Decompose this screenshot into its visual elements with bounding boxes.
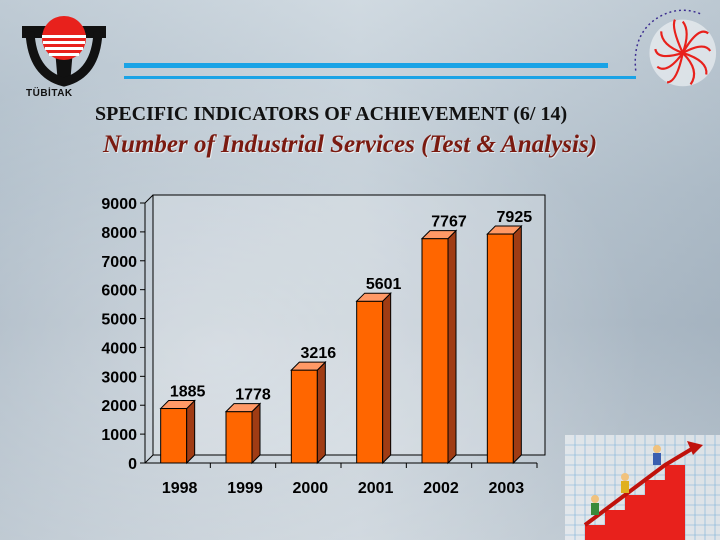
data-label-1999: 1778 (235, 387, 271, 404)
x-tick-label: 1999 (227, 480, 263, 497)
bar-side-1998 (186, 399, 196, 465)
axis-corner-line (144, 194, 154, 204)
bar-side-1999 (251, 402, 261, 465)
bar-side-2003 (512, 224, 522, 465)
bar-2003 (486, 233, 514, 464)
x-tick-label: 2000 (293, 480, 329, 497)
bar-top-2003 (486, 225, 523, 235)
bar-1998 (160, 408, 188, 464)
data-label-1998: 1885 (170, 384, 206, 401)
bar-2001 (356, 300, 384, 464)
bar-2002 (421, 238, 449, 464)
y-tick-label: 5000 (101, 312, 137, 329)
y-tick-label: 2000 (101, 398, 137, 415)
bar-2000 (290, 369, 318, 464)
x-tick-label: 2002 (423, 480, 459, 497)
bar-side-2001 (382, 291, 392, 465)
x-tick-label: 1998 (162, 480, 198, 497)
bar-side-2000 (316, 360, 326, 465)
bar-top-1998 (159, 400, 196, 410)
y-tick-label: 6000 (101, 283, 137, 300)
x-tick-label: 2001 (358, 480, 394, 497)
bar-1999 (225, 411, 253, 464)
y-tick-label: 3000 (101, 369, 137, 386)
y-tick-label: 7000 (101, 254, 137, 271)
data-label-2003: 7925 (497, 209, 533, 226)
bar-side-2002 (447, 229, 457, 465)
org-label: TÜBİTAK (26, 88, 73, 99)
y-tick-label: 1000 (101, 427, 137, 444)
bar-top-2000 (290, 361, 327, 371)
y-tick-label: 9000 (101, 196, 137, 213)
data-label-2002: 7767 (431, 214, 467, 231)
bar-top-1999 (224, 403, 262, 413)
chart-back-wall (144, 194, 546, 464)
data-label-2001: 5601 (366, 276, 402, 293)
page-subtitle: Number of Industrial Services (Test & An… (103, 131, 598, 158)
header-stripe-bottom (124, 76, 636, 79)
data-label-2000: 3216 (301, 345, 337, 362)
y-tick-label: 8000 (101, 225, 137, 242)
tubitak-logo-icon (22, 16, 106, 87)
x-tick-label: 2003 (489, 480, 525, 497)
mam-logo-icon (634, 9, 717, 87)
staircase-climbers-icon (565, 435, 720, 540)
y-tick-label: 4000 (101, 340, 137, 357)
bar-top-2001 (355, 292, 392, 302)
y-tick-label: 0 (128, 456, 137, 473)
bar-top-2002 (420, 230, 458, 240)
page-title: SPECIFIC INDICATORS OF ACHIEVEMENT (6/ 1… (95, 103, 568, 125)
header-stripe-top (124, 63, 608, 68)
